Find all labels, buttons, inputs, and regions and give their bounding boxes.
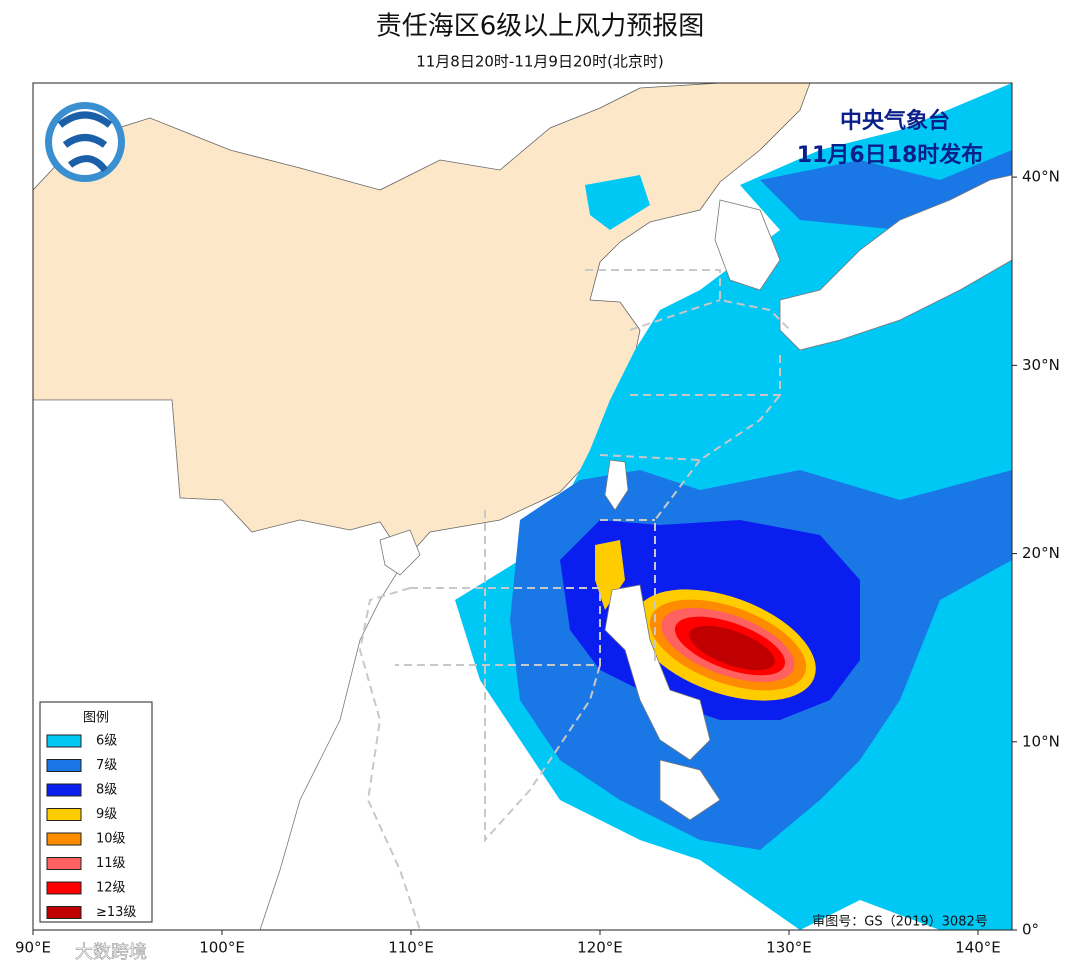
legend-label: 9级 <box>96 807 117 822</box>
x-tick-label: 100°E <box>199 939 245 957</box>
legend-swatch <box>46 881 82 895</box>
wind-zone-13 <box>689 625 775 671</box>
legend-label: 10级 <box>96 832 126 847</box>
legend-swatch <box>46 808 82 821</box>
x-tick-label: 130°E <box>766 939 812 957</box>
x-tick-label: 140°E <box>955 939 1001 957</box>
legend-swatch <box>46 906 82 919</box>
legend-swatch <box>46 759 82 772</box>
issue-time: 11月6日18时发布 <box>797 142 984 168</box>
map-title: 责任海区6级以上风力预报图 <box>376 12 705 42</box>
legend-title: 图例 <box>83 711 109 726</box>
map-subtitle: 11月8日20时-11月9日20时(北京时) <box>416 53 664 71</box>
legend-swatch <box>46 783 82 797</box>
axes: 90°E 100°E 110°E 120°E 130°E 140°E 0° 10°N 20°N 3… <box>15 168 1060 957</box>
y-tick-label: 30°N <box>1022 356 1060 374</box>
y-tick-label: 0° <box>1022 921 1039 939</box>
legend: 6级 7级 8级 9级 10级 11级 12级 ≥13级 <box>46 734 136 920</box>
x-tick-label: 110°E <box>388 939 434 957</box>
legend-label: ≥13级 <box>96 905 136 920</box>
issuer: 中央气象台 <box>840 108 950 134</box>
x-tick-label: 90°E <box>15 939 51 957</box>
y-tick-label: 10°N <box>1022 732 1060 750</box>
legend-swatch <box>46 857 82 870</box>
approval-number: 审图号：GS（2019）3082号 <box>812 915 988 930</box>
wind-zone-6 <box>585 175 650 230</box>
y-tick-label: 40°N <box>1022 168 1060 186</box>
map-body <box>33 83 1012 930</box>
y-tick-label: 20°N <box>1022 544 1060 562</box>
legend-swatch <box>46 832 82 846</box>
legend-label: 12级 <box>96 881 126 896</box>
watermark: 大数跨境 <box>75 942 147 963</box>
map-frame <box>32 82 1013 931</box>
legend-label: 7级 <box>96 758 117 773</box>
zone-boundary <box>358 269 791 930</box>
wind-zone-9 <box>595 540 625 610</box>
cma-logo <box>45 102 125 182</box>
legend-label: 11级 <box>96 856 126 871</box>
legend-label: 6级 <box>96 734 117 749</box>
x-tick-label: 120°E <box>577 939 623 957</box>
legend-swatch <box>46 734 82 748</box>
legend-label: 8级 <box>96 783 117 798</box>
